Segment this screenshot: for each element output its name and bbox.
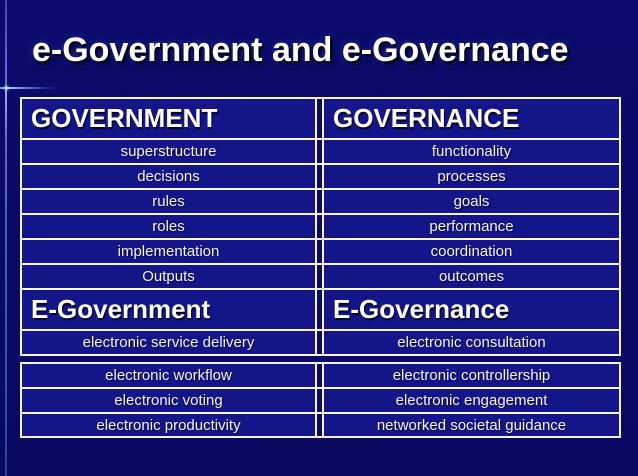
table-row: Outputs outcomes [20, 263, 621, 290]
table-subheader-row: E-Government E-Governance [20, 288, 621, 331]
table-row: electronic service delivery electronic c… [20, 329, 621, 356]
column-divider [317, 329, 322, 356]
cell-right: electronic controllership [322, 362, 621, 389]
left-edge-accent-crossbar [0, 87, 58, 89]
cell-right: outcomes [322, 263, 621, 290]
header-cell-e-government: E-Government [20, 288, 317, 331]
cell-left: implementation [20, 238, 317, 265]
cell-right: processes [322, 163, 621, 190]
column-divider [317, 412, 322, 438]
table-header-row: GOVERNMENT GOVERNANCE [20, 97, 621, 140]
table-row: implementation coordination [20, 238, 621, 265]
table-row: electronic productivity networked societ… [20, 412, 621, 438]
cell-left: Outputs [20, 263, 317, 290]
cell-left: roles [20, 213, 317, 240]
cell-right: performance [322, 213, 621, 240]
cell-left: electronic productivity [20, 412, 317, 438]
left-edge-accent-line [5, 0, 7, 476]
accent-cross-glow [3, 85, 10, 91]
header-cell-e-governance: E-Governance [322, 288, 621, 331]
cell-left: superstructure [20, 138, 317, 165]
table-row: superstructure functionality [20, 138, 621, 165]
cell-left: electronic service delivery [20, 329, 317, 356]
cell-right: functionality [322, 138, 621, 165]
cell-right: electronic engagement [322, 387, 621, 414]
table-row: decisions processes [20, 163, 621, 190]
cell-right: electronic consultation [322, 329, 621, 356]
table-row: electronic voting electronic engagement [20, 387, 621, 414]
cell-left: decisions [20, 163, 317, 190]
table-row: rules goals [20, 188, 621, 215]
comparison-table: GOVERNMENT GOVERNANCE superstructure fun… [20, 97, 621, 438]
header-cell-governance: GOVERNANCE [322, 97, 621, 140]
cell-left: rules [20, 188, 317, 215]
cell-left: electronic workflow [20, 362, 317, 389]
cell-right: coordination [322, 238, 621, 265]
slide-title: e-Government and e-Governance [32, 30, 569, 69]
cell-right: networked societal guidance [322, 412, 621, 438]
header-cell-government: GOVERNMENT [20, 97, 317, 140]
table-row: electronic workflow electronic controlle… [20, 362, 621, 389]
cell-right: goals [322, 188, 621, 215]
cell-left: electronic voting [20, 387, 317, 414]
table-row: roles performance [20, 213, 621, 240]
